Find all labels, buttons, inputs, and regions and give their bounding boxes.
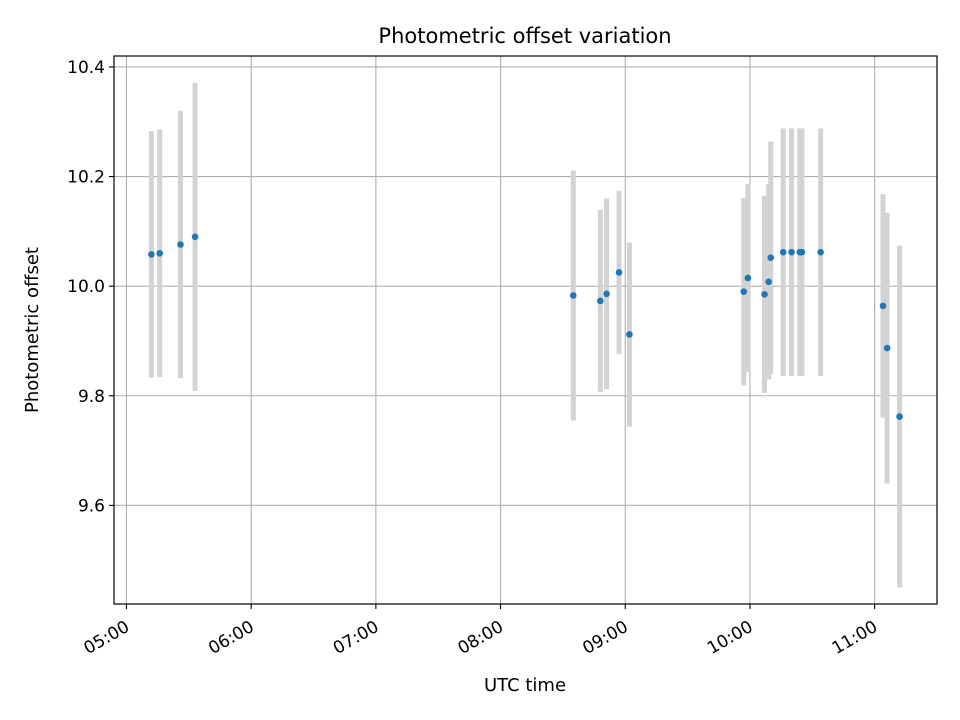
data-point (767, 254, 775, 261)
data-point (879, 302, 887, 310)
data-point (191, 233, 199, 241)
data-point (798, 248, 806, 256)
y-tick-label: 10.2 (67, 168, 105, 188)
y-tick-label: 10.0 (67, 277, 105, 297)
data-point (148, 251, 155, 258)
x-axis-label: UTC time (484, 675, 566, 696)
data-point (740, 288, 748, 295)
y-tick-label: 9.8 (78, 387, 105, 407)
chart-title: Photometric offset variation (378, 24, 671, 48)
data-point (896, 413, 903, 420)
data-point (779, 248, 787, 256)
data-point (817, 248, 824, 256)
data-point (570, 292, 577, 299)
data-point (156, 249, 164, 257)
data-point (744, 274, 752, 282)
y-tick-label: 9.6 (78, 496, 105, 516)
data-point (788, 248, 795, 256)
data-points (148, 233, 903, 420)
data-point (615, 269, 623, 276)
data-point (177, 241, 184, 248)
data-point (603, 290, 610, 298)
data-point (597, 297, 604, 305)
y-tick-label: 10.4 (67, 58, 105, 78)
data-point (761, 291, 768, 298)
plot-frame (113, 55, 938, 605)
data-point (626, 331, 633, 338)
data-point (883, 344, 891, 352)
data-point (765, 278, 772, 286)
y-axis-label: Photometric offset (22, 247, 43, 413)
